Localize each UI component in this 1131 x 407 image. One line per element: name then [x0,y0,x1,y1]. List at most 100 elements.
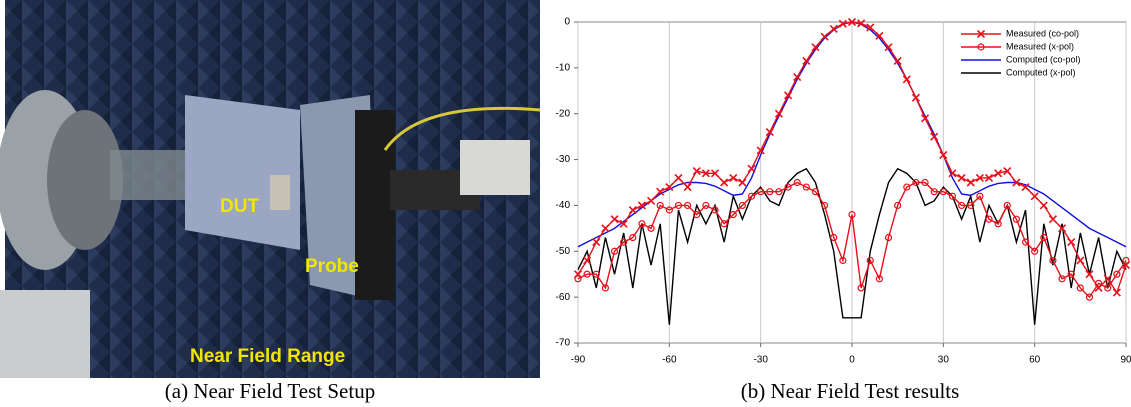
photo-label: Near Field Range [190,346,345,367]
marker [1030,192,1039,201]
marker [976,192,984,200]
marker [610,215,619,224]
marker [894,201,902,210]
marker [665,206,673,214]
marker [839,256,847,265]
photo-label: Probe [305,256,359,277]
legend-label: Measured (x-pol) [1006,41,1074,51]
marker [574,275,582,283]
series-line [577,167,1127,325]
marker [939,150,948,160]
marker [1040,233,1048,242]
marker [857,19,866,28]
marker [994,220,1002,228]
marker [994,169,1003,178]
marker [857,284,865,292]
marker [784,183,792,191]
marker [1085,293,1094,301]
marker [1076,284,1084,292]
marker [738,201,747,210]
marker [1104,284,1112,292]
marker [1049,256,1057,265]
x-tick-label: -90 [571,355,586,366]
marker [583,270,591,278]
marker [975,173,984,182]
marker [967,201,975,210]
marker [930,132,939,141]
marker [884,43,893,52]
marker [966,178,975,187]
marker [1067,238,1076,247]
marker [1003,166,1012,176]
marker [674,201,683,210]
marker [977,43,985,51]
legend-label: Computed (x-pol) [1006,67,1076,77]
marker [756,146,765,155]
y-tick-label: -70 [556,338,571,349]
marker [656,187,665,196]
marker [628,205,637,215]
marker [912,178,920,187]
marker [948,169,957,178]
marker [710,169,720,178]
marker [683,201,692,210]
marker [793,72,802,82]
marker [1021,183,1030,192]
marker [984,173,994,182]
marker [601,284,610,292]
marker [811,43,820,52]
y-tick-label: 0 [564,17,570,28]
photo: DUT Probe Near Field Range [0,0,541,378]
marker [619,219,628,228]
marker [1058,224,1067,233]
positioner-base [0,290,90,378]
marker [829,24,838,33]
marker [693,211,701,219]
marker [921,114,930,123]
marker [793,178,801,187]
marker [729,211,737,219]
marker [720,220,728,228]
marker [629,233,637,242]
marker [620,238,628,246]
chart: -90 -60 -30 0 30 60 90 -70 -60 -50 -40 -30 -20 -10 0 Me… [556,17,1131,366]
probe-carriage [460,140,530,195]
dut [270,175,290,210]
dut-absorber [185,95,300,250]
marker [683,183,692,192]
marker [1094,283,1103,293]
series-line [577,181,1127,299]
marker [638,220,646,228]
x-tick-label: 90 [1120,355,1131,366]
marker [976,29,986,39]
x-tick-label: 60 [1029,355,1041,366]
marker [711,206,719,214]
marker [775,188,783,196]
x-tick-label: 30 [938,355,950,366]
marker [738,178,747,187]
y-tick-label: -40 [556,200,571,211]
x-tick-label: 0 [849,355,855,366]
marker [1076,256,1085,265]
marker [939,188,947,196]
y-tick-label: -20 [556,108,571,119]
marker [811,188,820,196]
legend-label: Measured (co-pol) [1006,28,1079,38]
marker [601,224,610,233]
marker [656,201,664,210]
marker [875,275,884,283]
probe-mount [355,110,395,300]
marker [1012,215,1021,223]
marker [820,201,829,210]
flange [47,110,123,250]
marker [921,178,929,187]
marker [1003,201,1011,210]
marker [747,192,756,200]
marker [802,56,811,66]
marker [674,173,683,182]
photo-label: DUT [220,196,259,217]
marker [902,75,911,84]
marker [784,91,793,100]
marker [720,178,729,187]
marker [757,188,765,196]
